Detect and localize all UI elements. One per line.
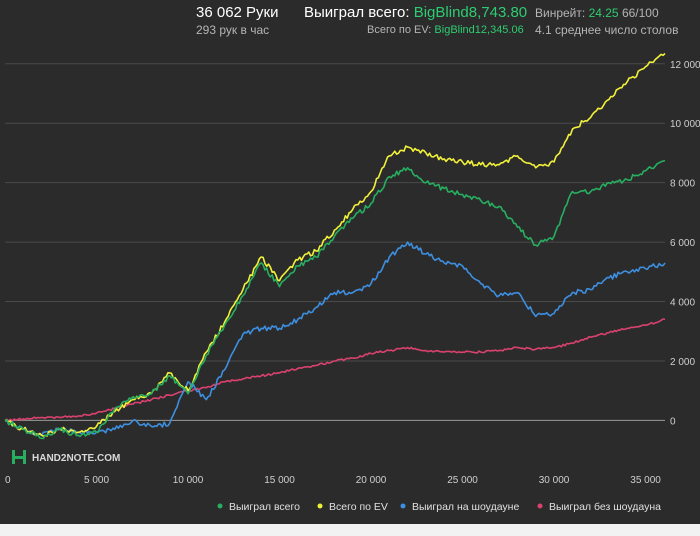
total-ev-value: BigBlind12,345.06	[434, 24, 524, 36]
logo-icon-bar	[12, 456, 26, 459]
series-line	[4, 52, 666, 437]
winrate-value: 24.25	[588, 6, 619, 20]
x-tick-label: 20 000	[356, 475, 387, 486]
legend-marker	[400, 503, 406, 509]
legend-label[interactable]: Выиграл на шоудауне	[412, 501, 519, 513]
hands-count: 36 062 Руки	[196, 4, 279, 21]
legend-marker	[537, 503, 543, 509]
hand2note-logo: HAND2NOTE.COM	[12, 450, 120, 464]
total-ev: Всего по EV: BigBlind12,345.06	[367, 24, 524, 36]
series-line	[4, 159, 666, 440]
x-axis-ticks: 0 5 000 10 000 15 000 20 000 25 000 30 000 35 0…	[5, 475, 661, 486]
winrate-extra: 66/100	[621, 6, 659, 20]
y-tick-label: 2 000	[670, 357, 695, 368]
x-tick-label: 25 000	[447, 475, 478, 486]
legend-label[interactable]: Выиграл без шоудауна	[549, 501, 661, 513]
series-line	[4, 318, 666, 422]
winrate-label: Винрейт:	[535, 6, 586, 20]
avg-tables: 4.1 среднее число столов	[535, 23, 679, 37]
y-tick-label: 10 000	[670, 119, 700, 130]
x-tick-label: 10 000	[173, 475, 204, 486]
legend-marker	[317, 503, 323, 509]
winrate: Винрейт: 24.25 66/100	[535, 6, 659, 20]
y-tick-label: 8 000	[670, 179, 695, 190]
y-tick-label: 4 000	[670, 298, 695, 309]
series-lines	[4, 52, 666, 440]
profit-graph: 0 2 000 4 000 6 000 8 000 10 000 12 000 0 5 000…	[4, 52, 700, 513]
y-axis-ticks: 0 2 000 4 000 6 000 8 000 10 000 12 000	[670, 60, 700, 428]
legend: Выиграл всего Всего по EV Выиграл на шоуда…	[217, 501, 661, 513]
y-tick-label: 0	[670, 416, 676, 427]
y-tick-label: 6 000	[670, 238, 695, 249]
x-tick-label: 0	[5, 475, 11, 486]
x-tick-label: 5 000	[84, 475, 109, 486]
bottom-strip	[0, 524, 700, 536]
x-tick-label: 35 000	[630, 475, 661, 486]
total-ev-label: Всего по EV:	[367, 24, 432, 36]
x-tick-label: 30 000	[539, 475, 570, 486]
series-line	[4, 241, 666, 437]
legend-label[interactable]: Всего по EV	[329, 501, 388, 513]
total-won-value: BigBlind8,743.80	[413, 4, 528, 21]
total-won: Выиграл всего: BigBlind8,743.80	[304, 4, 527, 21]
legend-marker	[217, 503, 223, 509]
watermark-text: HAND2NOTE.COM	[32, 453, 120, 464]
total-won-label: Выиграл всего:	[304, 4, 410, 21]
legend-label[interactable]: Выиграл всего	[229, 501, 300, 513]
y-tick-label: 12 000	[670, 60, 700, 71]
x-tick-label: 15 000	[264, 475, 295, 486]
grid-lines	[5, 63, 665, 421]
hands-per-hour: 293 рук в час	[196, 23, 270, 37]
stats-header: 36 062 Руки 293 рук в час Выиграл всего:…	[0, 0, 700, 46]
